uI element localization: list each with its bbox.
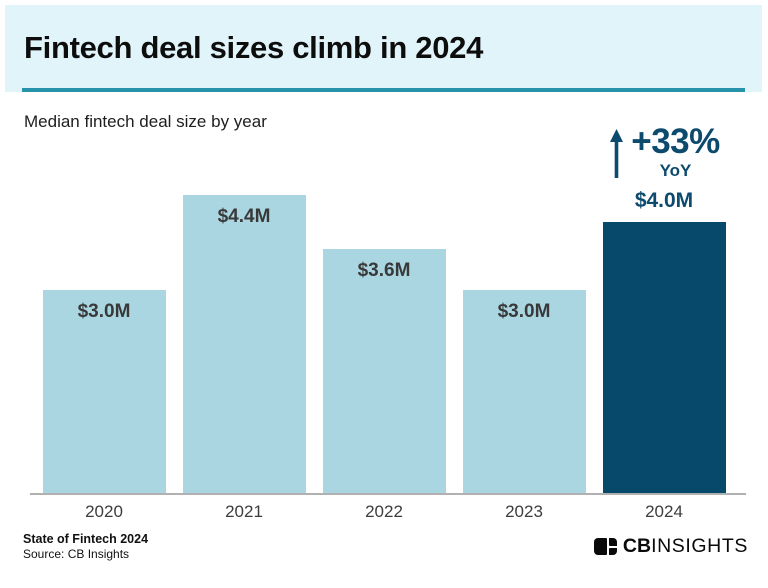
x-tick-2024: 2024 (645, 502, 683, 521)
highlight-bar-2024 (602, 222, 726, 493)
yoy-delta: +33% (631, 122, 720, 161)
bar-column-2021: $4.4M (182, 195, 306, 493)
bar-value-label-2021: $4.4M (217, 206, 271, 227)
bar-2023: $3.0M (462, 290, 586, 493)
bar-2022: $3.6M (322, 249, 446, 493)
bar-2020: $3.0M (42, 290, 166, 493)
x-tick-2022: 2022 (365, 502, 403, 521)
cbinsights-logo-icon (593, 538, 617, 556)
yoy-annotation: +33% YoY (603, 122, 726, 181)
x-tick-2021: 2021 (225, 502, 263, 521)
bar-value-label-2024: $4.0M (634, 189, 694, 212)
year-labels: 2020 2021 2022 2023 2024 (0, 502, 768, 522)
bar-column-2024: $4.0M (602, 189, 726, 493)
up-arrow-icon (609, 126, 624, 179)
bar-column-2023: $3.0M (462, 290, 586, 493)
cbinsights-wordmark: CBINSIGHTS (622, 535, 748, 558)
header-band: Fintech deal sizes climb in 2024 (5, 5, 762, 92)
page-title: Fintech deal sizes climb in 2024 (24, 30, 484, 65)
bar-chart: $3.0M $4.4M $3.6M $3.0M $4.0M +33% YoY (0, 122, 768, 493)
footer: State of Fintech 2024 Source: CB Insight… (23, 532, 748, 562)
x-tick-2020: 2020 (85, 502, 123, 521)
bar-column-2020: $3.0M (42, 290, 166, 493)
yoy-period: YoY (659, 161, 692, 181)
header-divider (22, 88, 745, 92)
source-credit: State of Fintech 2024 Source: CB Insight… (23, 532, 148, 562)
bars-row: $3.0M $4.4M $3.6M $3.0M $4.0M (0, 126, 768, 493)
bar-2021: $4.4M (182, 195, 306, 493)
bar-value-label-2020: $3.0M (77, 301, 131, 322)
x-tick-2023: 2023 (505, 502, 543, 521)
bar-value-label-2022: $3.6M (357, 260, 411, 281)
report-name: State of Fintech 2024 (23, 532, 149, 546)
x-axis-line (30, 493, 746, 495)
bar-value-label-2023: $3.0M (497, 301, 551, 322)
chart-subtitle: Median fintech deal size by year (24, 112, 267, 131)
cbinsights-logo: CBINSIGHTS (593, 535, 748, 558)
source-line: Source: CB Insights (23, 547, 130, 562)
bar-column-2022: $3.6M (322, 249, 446, 493)
